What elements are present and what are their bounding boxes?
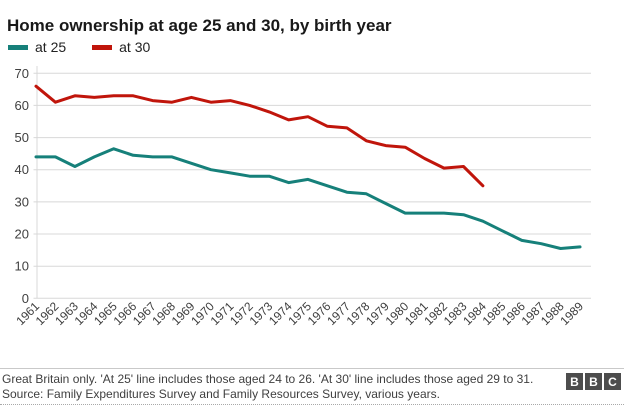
y-tick-label: 0: [22, 291, 29, 306]
legend: at 25 at 30: [8, 39, 150, 55]
legend-item-at-25: at 25: [8, 39, 66, 55]
line-chart: 0102030405060701961196219631964196519661…: [13, 66, 591, 328]
legend-swatch-at-25: [8, 44, 28, 50]
y-tick-label: 10: [15, 259, 29, 274]
bbc-logo-letter-b1: B: [566, 373, 583, 390]
series-line-at-25: [34, 147, 582, 250]
bbc-logo-letter-b2: B: [585, 373, 602, 390]
footer: Great Britain only. 'At 25' line include…: [0, 368, 624, 405]
y-tick-label: 60: [15, 98, 29, 113]
y-tick-label: 40: [15, 162, 29, 177]
bbc-logo-letter-c: C: [604, 373, 621, 390]
x-tick-label: 1989: [557, 299, 586, 328]
legend-label-at-25: at 25: [35, 39, 67, 55]
y-tick-label: 20: [15, 227, 29, 242]
source-note: Great Britain only. 'At 25' line include…: [2, 372, 534, 402]
bottom-dotted-divider: [0, 404, 624, 405]
y-tick-label: 50: [15, 130, 29, 145]
y-tick-label: 70: [15, 66, 29, 81]
legend-swatch-at-30: [92, 44, 113, 50]
legend-item-at-30: at 30: [92, 39, 150, 55]
bbc-logo: B B C: [566, 373, 621, 390]
chart-title: Home ownership at age 25 and 30, by birt…: [7, 16, 392, 36]
legend-label-at-30: at 30: [119, 39, 151, 55]
y-tick-label: 30: [15, 194, 29, 209]
series-line-at-30: [34, 84, 485, 188]
